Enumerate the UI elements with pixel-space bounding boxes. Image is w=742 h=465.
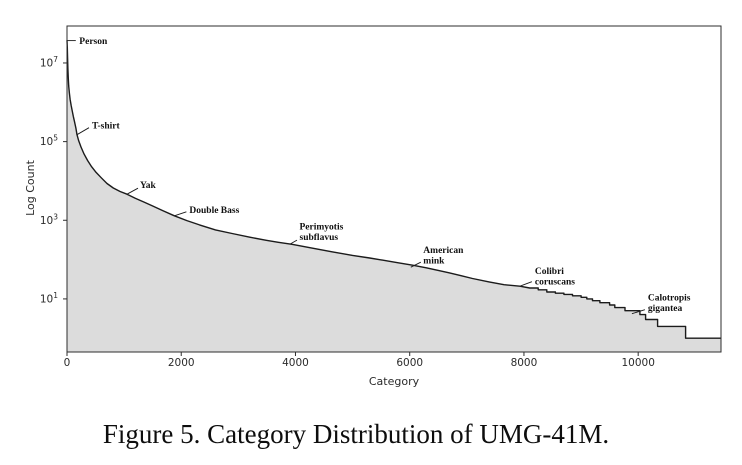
x-tick-label: 2000 bbox=[168, 357, 195, 369]
annotation-text: Person bbox=[79, 37, 108, 47]
annotation-text: Yak bbox=[140, 181, 157, 191]
figure-caption: Figure 5. Category Distribution of UMG-4… bbox=[102, 419, 610, 449]
annotation-leader bbox=[519, 281, 533, 287]
annotation-leader bbox=[76, 127, 90, 136]
annotation-leader bbox=[410, 261, 422, 268]
x-tick-label: 6000 bbox=[396, 357, 423, 369]
annotation-leader bbox=[174, 211, 187, 217]
annotation-yak: Yak bbox=[126, 181, 157, 195]
annotation-text: Double Bass bbox=[189, 206, 239, 216]
annotation-leader bbox=[289, 239, 298, 245]
category-distribution-chart: Log Count Category 0 2000 4000 6000 8000 1000… bbox=[24, 25, 722, 388]
annotation-t-shirt: T-shirt bbox=[76, 122, 120, 136]
annotation-text: American bbox=[423, 246, 464, 256]
annotation-double-bass: Double Bass bbox=[174, 206, 240, 217]
x-tick-label: 4000 bbox=[282, 357, 309, 369]
annotation-text: subflavus bbox=[300, 233, 339, 243]
y-tick-label: 107 bbox=[40, 55, 58, 70]
annotation-leader bbox=[631, 309, 646, 315]
annotation-text: Calotropis bbox=[648, 294, 691, 304]
y-tick-label: 105 bbox=[40, 134, 58, 149]
x-axis-label: Category bbox=[369, 375, 420, 388]
annotation-leader bbox=[126, 187, 139, 195]
x-tick-label: 10000 bbox=[621, 357, 654, 369]
distribution-curve bbox=[66, 40, 721, 339]
annotation-text: mink bbox=[423, 257, 445, 267]
annotation-text: T-shirt bbox=[92, 122, 120, 132]
annotation-text: Colibri bbox=[535, 267, 564, 277]
annotation-person: Person bbox=[67, 37, 108, 47]
x-tick-label: 8000 bbox=[511, 357, 538, 369]
y-axis-label: Log Count bbox=[24, 159, 37, 215]
distribution-area-fill bbox=[67, 40, 721, 352]
y-tick-label: 101 bbox=[40, 291, 58, 306]
y-tick-label: 103 bbox=[40, 212, 58, 227]
annotation-text: Perimyotis bbox=[300, 223, 344, 233]
annotation-text: gigantea bbox=[648, 304, 683, 314]
plot-frame bbox=[66, 25, 722, 353]
x-tick-label: 0 bbox=[64, 357, 71, 369]
annotation-text: coruscans bbox=[535, 278, 575, 288]
